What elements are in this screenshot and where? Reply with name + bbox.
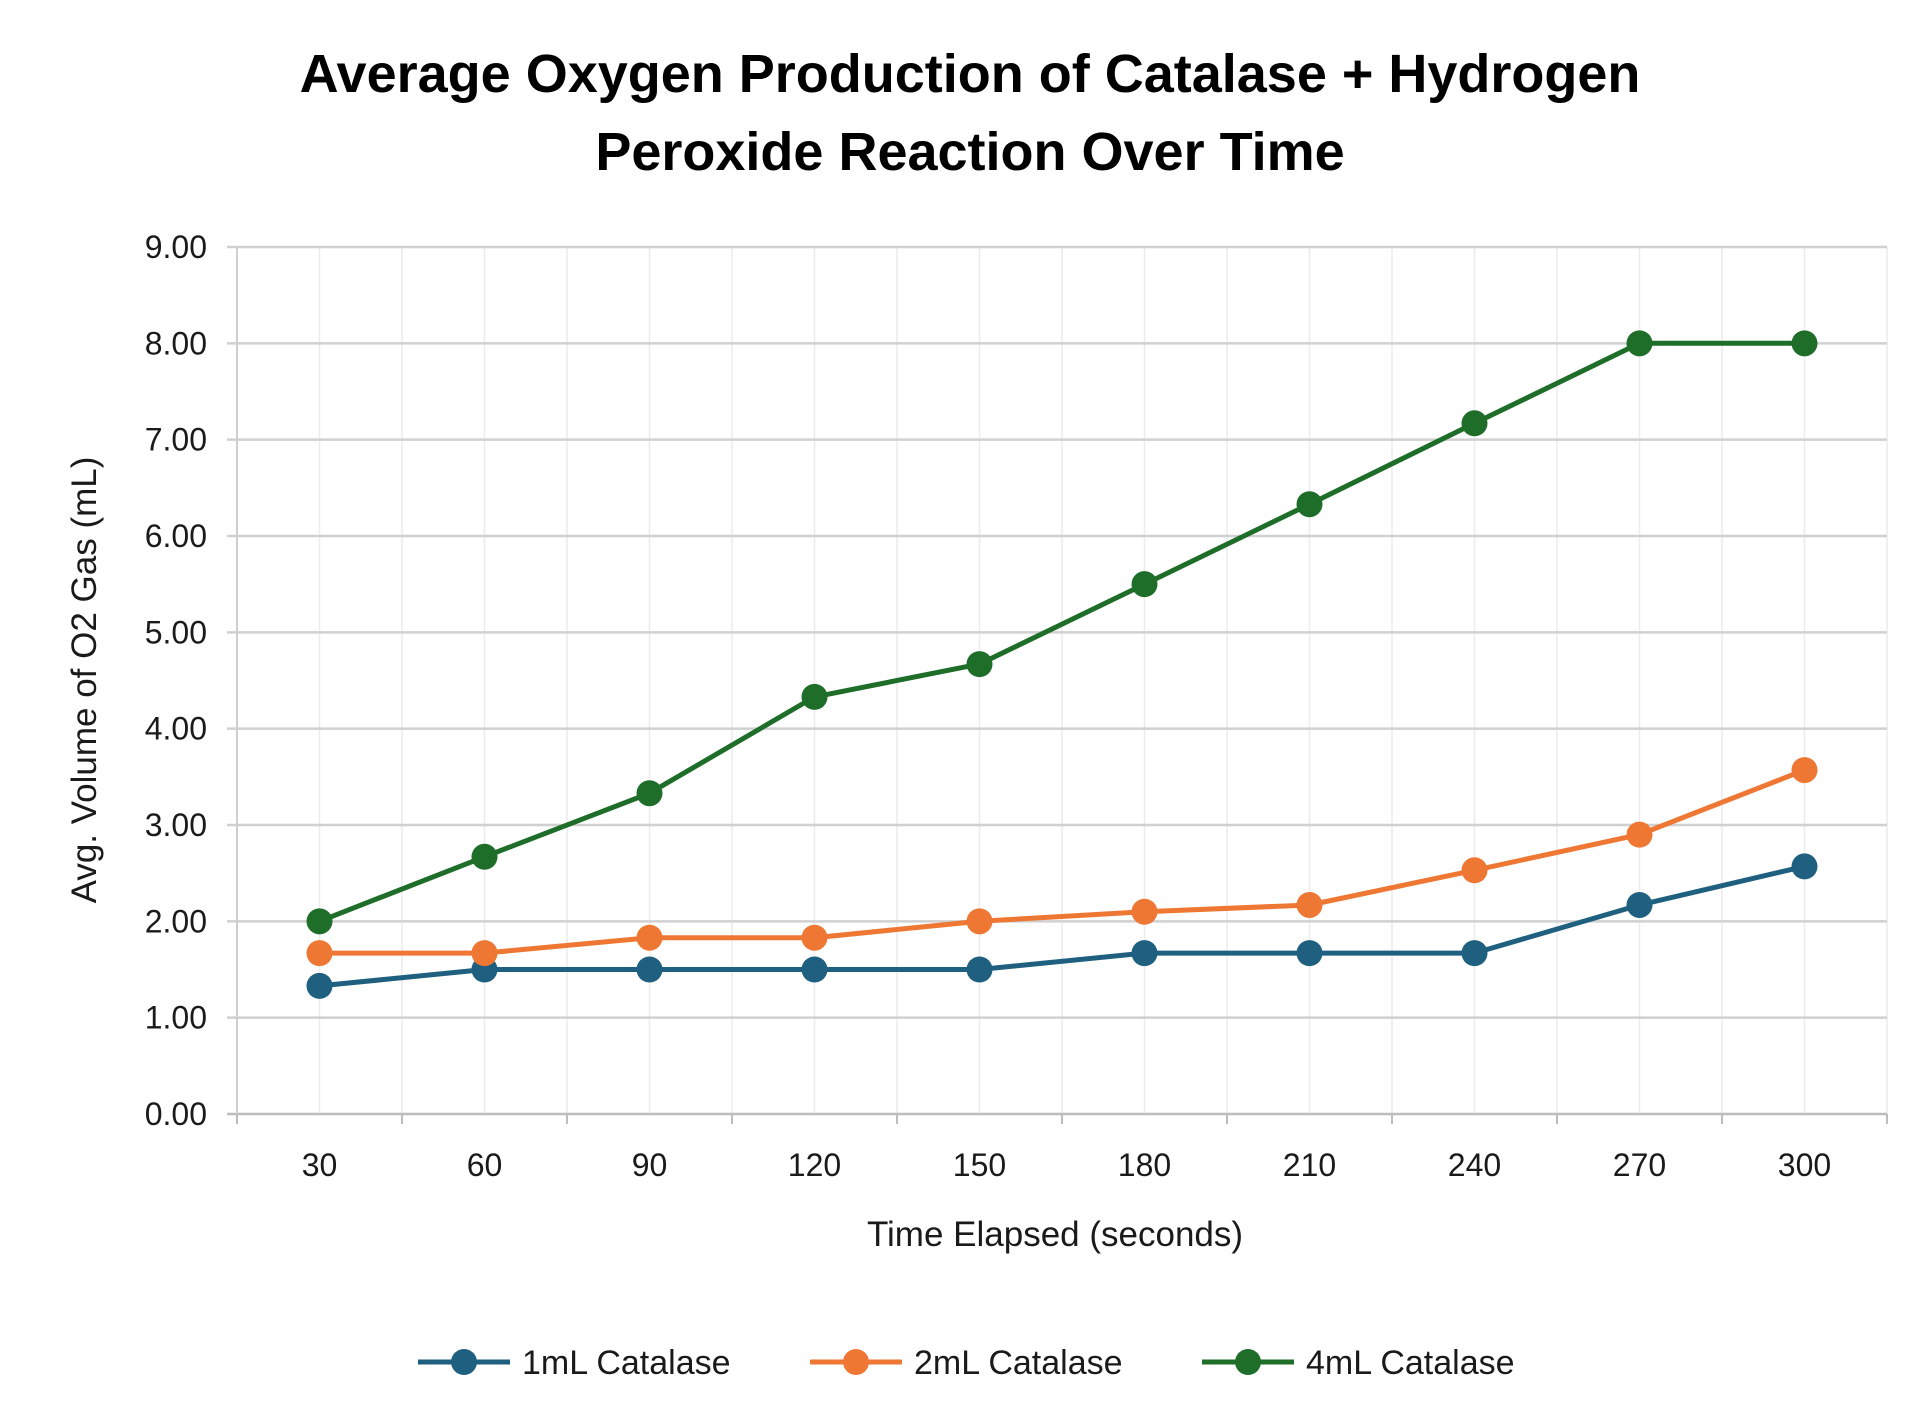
data-point <box>1296 491 1323 518</box>
series-line <box>317 767 1807 956</box>
data-point <box>1131 898 1158 925</box>
x-tick-label: 270 <box>1613 1147 1666 1183</box>
data-point <box>1461 410 1488 437</box>
data-point <box>1296 891 1323 918</box>
data-point <box>1791 853 1818 880</box>
legend-item: 1mL Catalase <box>418 1344 731 1382</box>
legend-swatch-marker <box>451 1349 477 1375</box>
data-point <box>1791 330 1818 357</box>
x-tick-label: 180 <box>1118 1147 1171 1183</box>
legend-item: 4mL Catalase <box>1202 1344 1515 1382</box>
legend-swatch-marker <box>1235 1349 1261 1375</box>
y-tick-label: 9.00 <box>145 229 207 265</box>
data-point <box>471 843 498 870</box>
data-point <box>471 940 498 967</box>
data-point <box>1626 891 1653 918</box>
data-point <box>1461 857 1488 884</box>
chart-title-line-2: Peroxide Reaction Over Time <box>595 122 1344 182</box>
data-point <box>801 956 828 983</box>
data-point <box>636 924 663 951</box>
series-2 <box>306 757 1818 967</box>
x-tick-label: 120 <box>788 1147 841 1183</box>
data-point <box>966 956 993 983</box>
x-axis-label: Time Elapsed (seconds) <box>867 1215 1243 1254</box>
series-1 <box>306 853 1818 999</box>
data-point <box>1131 940 1158 967</box>
data-point <box>966 651 993 678</box>
series <box>306 330 1818 999</box>
data-point <box>636 780 663 807</box>
x-tick-label: 90 <box>632 1147 668 1183</box>
y-axis-label: Avg. Volume of O2 Gas (mL) <box>65 457 104 904</box>
x-tick-label: 210 <box>1283 1147 1336 1183</box>
data-point <box>1131 571 1158 598</box>
legend-item: 2mL Catalase <box>810 1344 1123 1382</box>
y-tick-label: 2.00 <box>145 903 207 939</box>
legend-label: 4mL Catalase <box>1306 1344 1515 1382</box>
data-point <box>801 924 828 951</box>
axes <box>236 247 1888 1124</box>
x-tick-label: 300 <box>1778 1147 1831 1183</box>
y-tick-label: 7.00 <box>145 422 207 458</box>
legend: 1mL Catalase 2mL Catalase 4mL Catalase <box>418 1344 1515 1382</box>
x-tick-label: 30 <box>302 1147 338 1183</box>
y-tick-label: 6.00 <box>145 518 207 554</box>
y-tick-label: 8.00 <box>145 325 207 361</box>
y-tick-label: 0.00 <box>145 1096 207 1132</box>
y-tick-labels: 0.00 1.00 2.00 3.00 4.00 5.00 6.00 7.00 8.00 9.00 <box>145 229 207 1132</box>
data-point <box>1626 330 1653 357</box>
data-point <box>306 908 333 935</box>
chart-title: Average Oxygen Production of Catalase + … <box>300 44 1641 182</box>
legend-swatch-marker <box>843 1349 869 1375</box>
data-point <box>1296 940 1323 967</box>
series-3 <box>306 330 1818 935</box>
y-tick-label: 5.00 <box>145 614 207 650</box>
data-point <box>306 940 333 967</box>
data-point <box>1626 821 1653 848</box>
data-point <box>1461 940 1488 967</box>
x-tick-label: 150 <box>953 1147 1006 1183</box>
data-point <box>636 956 663 983</box>
y-tick-label: 4.00 <box>145 711 207 747</box>
data-point <box>306 972 333 999</box>
x-tick-label: 60 <box>467 1147 503 1183</box>
series-line <box>317 863 1807 989</box>
legend-label: 2mL Catalase <box>914 1344 1123 1382</box>
data-point <box>1791 757 1818 784</box>
x-tick-label: 240 <box>1448 1147 1501 1183</box>
data-point <box>966 908 993 935</box>
x-tick-labels: 30 60 90 120 150 180 210 240 270 300 <box>302 1147 1831 1183</box>
y-tick-label: 3.00 <box>145 807 207 843</box>
data-point <box>801 683 828 710</box>
grid <box>227 245 1888 1116</box>
y-tick-label: 1.00 <box>145 1000 207 1036</box>
legend-label: 1mL Catalase <box>522 1344 731 1382</box>
series-line <box>317 340 1807 924</box>
chart-title-line-1: Average Oxygen Production of Catalase + … <box>300 44 1641 104</box>
